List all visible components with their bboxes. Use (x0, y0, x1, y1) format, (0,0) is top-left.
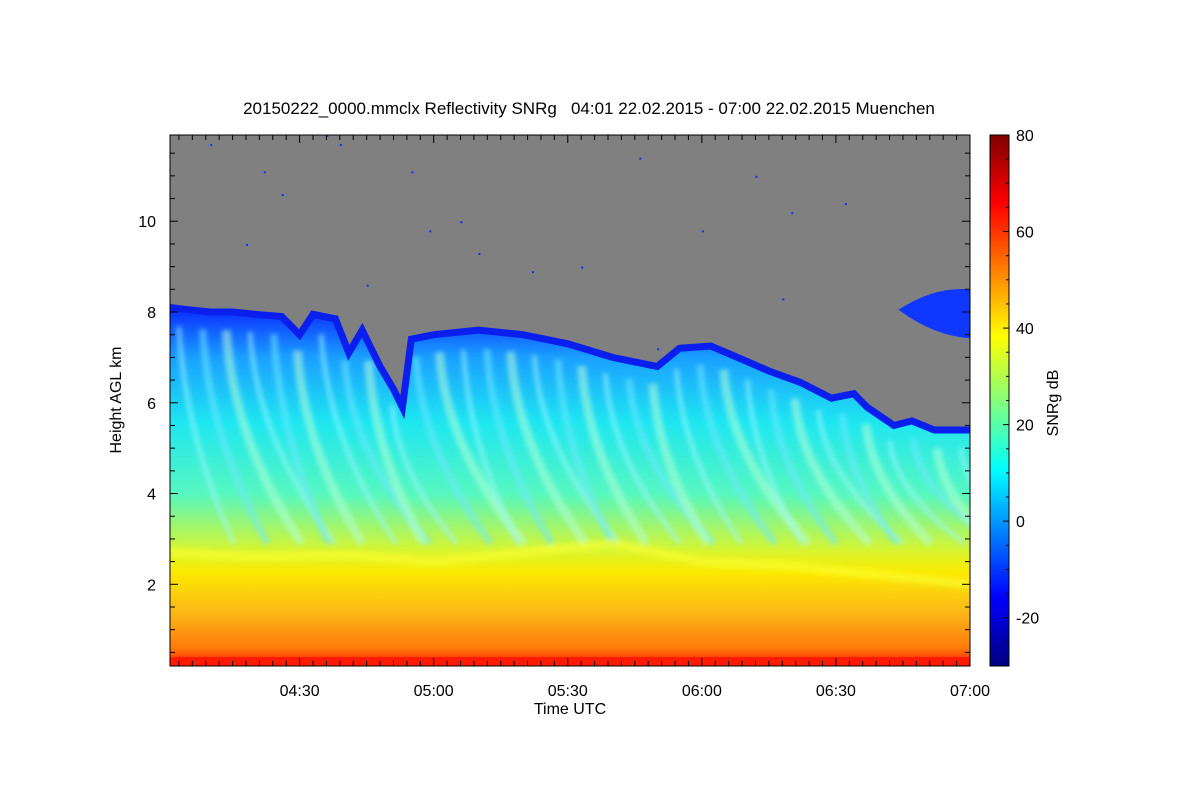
plot-area (170, 135, 970, 666)
fall-streak (221, 329, 306, 546)
noise-speckles (210, 135, 847, 351)
fall-streak (767, 389, 839, 546)
noise-dot (210, 144, 213, 147)
fall-streak (696, 364, 778, 546)
colorbar-label: SNRg dB (1045, 370, 1062, 437)
noise-dot (639, 157, 642, 160)
y-axis-label: Height AGL km (108, 346, 125, 453)
y-tick-label: 8 (147, 305, 156, 322)
cloud-top-edge (170, 304, 970, 434)
noise-dot (782, 298, 785, 301)
y-tick-label: 4 (147, 487, 156, 504)
fall-streak (887, 440, 967, 546)
fall-streak (744, 379, 805, 545)
x-tick-label: 05:30 (548, 683, 588, 700)
fall-streak (577, 365, 651, 546)
noise-dot (844, 203, 847, 206)
fall-streak (932, 447, 970, 527)
noise-dot (411, 171, 414, 174)
noise-dot (460, 221, 463, 224)
noise-dot (339, 144, 342, 147)
noise-dot (581, 266, 584, 269)
fall-streak (790, 398, 874, 547)
noise-dot (366, 284, 369, 287)
noise-dot (245, 243, 248, 246)
fall-streak (460, 349, 521, 545)
noise-dot (657, 348, 660, 351)
colorbar-tick-label: 20 (1016, 418, 1034, 435)
y-tick-label: 2 (147, 577, 156, 594)
colorbar-tick-label: 40 (1016, 321, 1034, 338)
x-tick-label: 06:00 (682, 683, 722, 700)
surface-clutter-band (170, 657, 970, 666)
noise-dot (791, 212, 794, 215)
fall-streak (838, 413, 900, 546)
fall-streaks (170, 326, 970, 589)
fall-streak (389, 404, 460, 546)
noise-dot (326, 135, 329, 137)
noise-dot (755, 175, 758, 178)
plot-frame (169, 134, 971, 667)
noise-dot (263, 171, 266, 174)
noise-dot (701, 230, 704, 233)
fall-streak (318, 333, 399, 545)
fall-streak (412, 356, 494, 546)
fall-streak (199, 329, 271, 546)
fall-streak (958, 447, 970, 485)
fall-streak (648, 383, 712, 546)
x-axis: 04:30 05:00 05:30 06:00 06:30 07:00 (178, 135, 990, 700)
bright-band-top (170, 538, 970, 589)
colorbar-tick-label: 0 (1016, 514, 1025, 531)
fall-streak (554, 359, 616, 546)
colorbar-tick-label: -20 (1016, 611, 1039, 628)
fall-streak (861, 423, 935, 547)
colorbar-tick-label: 80 (1016, 128, 1034, 145)
noise-dot (429, 230, 432, 233)
fall-streak (292, 350, 367, 546)
x-tick-label: 04:30 (280, 683, 320, 700)
upper-echo (898, 288, 970, 339)
fall-streak (602, 373, 683, 546)
x-axis-label: Time UTC (534, 701, 606, 718)
x-tick-label: 05:00 (414, 683, 454, 700)
chart-title: 20150222_0000.mmclx Reflectivity SNRg 04… (243, 99, 935, 118)
fall-streak (176, 326, 237, 545)
colorbar-tick-label: 60 (1016, 225, 1034, 242)
fall-streak (909, 439, 970, 528)
fall-streak (483, 348, 555, 546)
y-tick-label: 6 (147, 396, 156, 413)
fall-streak (270, 333, 332, 545)
colorbar-axis: -20 0 20 40 60 80 (1003, 128, 1039, 667)
fall-streak (363, 360, 428, 546)
fall-streak (673, 368, 744, 545)
fall-streak (506, 351, 590, 547)
noise-dot (532, 271, 535, 274)
x-tick-label: 06:30 (816, 683, 856, 700)
y-tick-label: 10 (138, 214, 156, 231)
x-tick-label: 07:00 (950, 683, 990, 700)
noise-dot (478, 253, 481, 255)
y-axis: 2 4 6 8 10 (138, 152, 970, 653)
noise-dot (281, 194, 284, 196)
